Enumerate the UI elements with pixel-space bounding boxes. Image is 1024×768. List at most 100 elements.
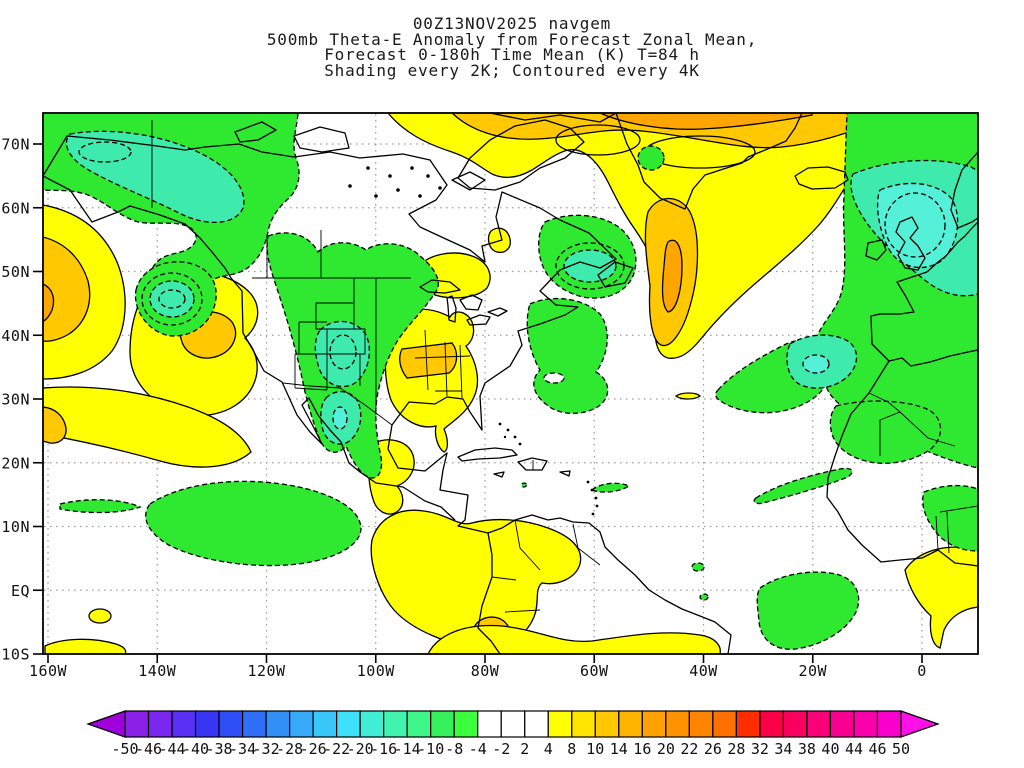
colorbar-label: -10 bbox=[417, 740, 444, 758]
coast-ellesmere-slivers bbox=[490, 113, 616, 123]
shade-us-southeast-orange bbox=[399, 342, 458, 379]
border-se-states bbox=[414, 329, 471, 399]
coast-pacific-west bbox=[43, 175, 456, 521]
colorbar-cell bbox=[806, 710, 832, 738]
shade-west-atlantic-hole bbox=[543, 372, 565, 384]
shade-atlantic-lens bbox=[674, 392, 702, 400]
colorbar-right-arrow bbox=[900, 710, 940, 738]
plot-frame bbox=[42, 112, 979, 655]
colorbar-label: -44 bbox=[158, 740, 185, 758]
shade-capeverde-sliver bbox=[753, 467, 853, 505]
coast-greenland bbox=[615, 113, 803, 210]
shade-west-atlantic-green bbox=[526, 297, 609, 415]
colorbar-label: 34 bbox=[774, 740, 792, 758]
shade-baffin-east-green bbox=[637, 145, 665, 171]
lake-superior bbox=[419, 279, 461, 294]
lon-label: 100W bbox=[357, 662, 396, 680]
colorbar-cell bbox=[571, 710, 596, 738]
contour-greenland-ring bbox=[555, 124, 641, 156]
colorbar-cell bbox=[383, 710, 408, 738]
colorbar-cell bbox=[218, 710, 244, 738]
shade-alaska-teal bbox=[65, 130, 245, 224]
shade-mexico-cyan bbox=[332, 406, 348, 430]
coastlines bbox=[43, 113, 978, 654]
lat-label: 30N bbox=[1, 391, 30, 409]
colorbar-cell bbox=[500, 710, 526, 738]
shade-mauritania-green bbox=[829, 400, 942, 464]
shade-arctic-orange-band bbox=[451, 113, 887, 149]
lake-huron bbox=[459, 294, 483, 311]
coast-north-america-arctic-east bbox=[43, 135, 617, 654]
colorbar-cell bbox=[618, 710, 643, 738]
lat-label: 60N bbox=[1, 199, 30, 217]
colorbar-label: -28 bbox=[276, 740, 303, 758]
shade-tropical-pacific-sliver bbox=[59, 499, 142, 514]
lon-label: 60W bbox=[580, 662, 609, 680]
colorbar-cell bbox=[547, 710, 573, 738]
coast-newfoundland bbox=[597, 261, 634, 288]
coast-britain bbox=[895, 216, 926, 271]
colorbar-cell bbox=[876, 710, 902, 738]
shade-nigeria-green bbox=[922, 484, 978, 552]
coast-southampton-island bbox=[451, 171, 486, 191]
coast-south-america-north bbox=[487, 514, 732, 654]
shade-hispaniola-dot bbox=[520, 482, 528, 488]
colorbar-label: 28 bbox=[727, 740, 745, 758]
lat-label: 10S bbox=[1, 646, 30, 664]
colorbar-cell bbox=[265, 710, 291, 738]
colorbar-label: -20 bbox=[347, 740, 374, 758]
shade-south-america-band bbox=[427, 624, 721, 654]
shade-us-southeast-yellow bbox=[384, 308, 479, 453]
colorbar-cell bbox=[665, 710, 690, 738]
colorbar-label: 50 bbox=[892, 740, 910, 758]
coast-baffin-island bbox=[457, 119, 585, 191]
lon-label: 140W bbox=[138, 662, 177, 680]
colorbar-cell bbox=[406, 710, 432, 738]
colorbar-label: -46 bbox=[135, 740, 162, 758]
lon-label: 120W bbox=[247, 662, 286, 680]
contour-quebec-ring bbox=[555, 242, 625, 290]
colorbar-cell bbox=[477, 710, 502, 738]
lon-label: 20W bbox=[798, 662, 827, 680]
lon-label: 40W bbox=[689, 662, 718, 680]
lake-michigan bbox=[446, 295, 457, 323]
colorbar-label: 46 bbox=[868, 740, 886, 758]
coast-ireland bbox=[865, 239, 887, 261]
colorbar-label: -2 bbox=[492, 740, 510, 758]
colorbar-cell bbox=[712, 710, 737, 738]
colorbar-cell bbox=[241, 710, 267, 738]
border-africa bbox=[868, 392, 978, 554]
coast-victoria-island bbox=[293, 126, 350, 153]
colorbar-cell bbox=[171, 710, 197, 738]
shade-atlantic-dot-2 bbox=[699, 593, 709, 601]
coast-iceland bbox=[794, 166, 849, 190]
title-line-3: Forecast 0-180h Time Mean (K) T=84 h bbox=[324, 45, 700, 64]
shade-ne-pacific-orange bbox=[43, 236, 91, 342]
title-line-1: 00Z13NOV2025 navgem bbox=[412, 14, 612, 33]
colorbar-label: 32 bbox=[751, 740, 769, 758]
colorbar-label: 26 bbox=[704, 740, 722, 758]
coast-banks-island bbox=[234, 121, 277, 143]
coast-norway bbox=[950, 151, 978, 229]
colorbar-label: -14 bbox=[394, 740, 421, 758]
colorbar-label: 22 bbox=[680, 740, 698, 758]
colorbar-label: -4 bbox=[469, 740, 487, 758]
title-line-4: Shading every 2K; Contoured every 4K bbox=[324, 60, 700, 80]
colorbar-label: 20 bbox=[657, 740, 675, 758]
colorbar-label: 38 bbox=[798, 740, 816, 758]
colorbar-label: -32 bbox=[253, 740, 280, 758]
positive-anomaly-shading bbox=[43, 113, 978, 654]
contour-gulf-alaska-ring-2 bbox=[158, 289, 186, 309]
colorbar-left-arrow bbox=[86, 710, 126, 738]
colorbar-label: 14 bbox=[610, 740, 628, 758]
colorbar-cell bbox=[594, 710, 620, 738]
colorbar-label: -40 bbox=[182, 740, 209, 758]
colorbar-label: 4 bbox=[544, 740, 553, 758]
lat-label: 10N bbox=[1, 518, 30, 536]
shade-colombia-epac-yellow bbox=[370, 509, 582, 649]
colorbar-label: -16 bbox=[370, 740, 397, 758]
coast-puerto-rico bbox=[559, 470, 571, 477]
colorbar-cell bbox=[147, 710, 173, 738]
